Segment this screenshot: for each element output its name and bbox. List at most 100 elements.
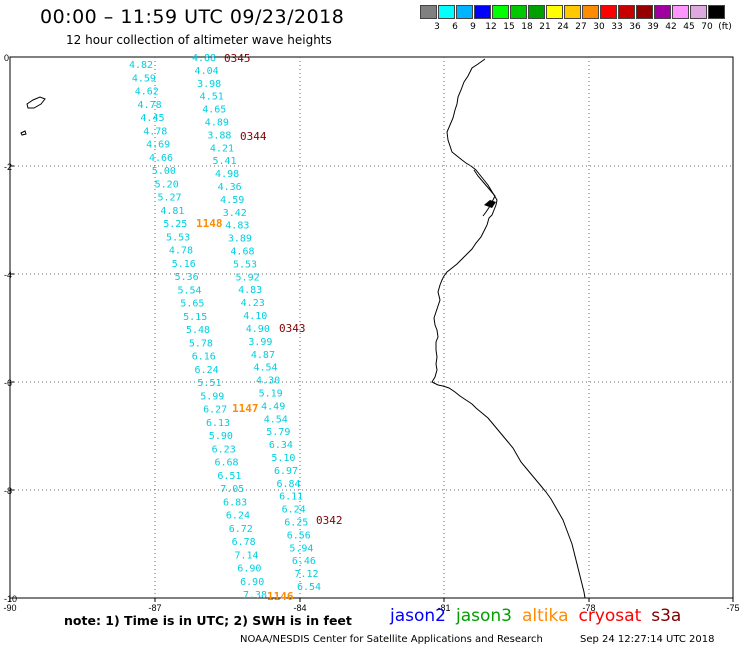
- pass-time-label: 0344: [240, 130, 267, 143]
- wave-height-label: 5.54: [177, 285, 201, 296]
- wave-height-label: 6.27: [203, 405, 227, 416]
- wave-height-label: 4.83: [238, 285, 262, 296]
- wave-height-label: 4.88: [192, 53, 216, 64]
- legend-label: 27: [575, 22, 587, 32]
- gulf-coastline: [473, 169, 496, 217]
- wave-height-label: 5.19: [259, 388, 283, 399]
- wave-height-label: 4.21: [210, 143, 234, 154]
- wave-height-label: 4.98: [215, 169, 239, 180]
- wave-height-label: 5.27: [158, 193, 182, 204]
- pass-time-label: 1147: [232, 402, 259, 415]
- legend-swatch: [492, 5, 509, 19]
- wave-height-label: 4.78: [138, 100, 162, 111]
- wave-height-label: 6.84: [277, 479, 301, 490]
- grid-lines: [10, 57, 733, 598]
- island: [484, 200, 496, 208]
- legend-swatch: [708, 5, 725, 19]
- wave-height-label: 6.34: [269, 440, 293, 451]
- y-tick-label: -10: [4, 594, 17, 604]
- wave-height-label: 5.53: [166, 232, 190, 243]
- credit-line: NOAA/NESDIS Center for Satellite Applica…: [240, 634, 543, 645]
- y-tick-label: -8: [4, 486, 12, 496]
- wave-height-label: 4.51: [200, 92, 224, 103]
- wave-height-label: 4.66: [149, 153, 173, 164]
- legend-label: 15: [503, 22, 515, 32]
- legend-label: 42: [665, 22, 677, 32]
- satellite-name-jason3: jason3: [456, 606, 512, 626]
- wave-height-label: 5.36: [175, 272, 199, 283]
- pass-time-label: 1146: [267, 590, 294, 603]
- satellite-name-s3a: s3a: [651, 606, 682, 626]
- wave-height-label: 5.10: [271, 453, 295, 464]
- altimeter-tracks: 4.82 4.59 4.62 4.78 4.45 4.78 4.69 4.66 5.00 5.20…: [129, 53, 321, 601]
- legend-label: 9: [470, 22, 476, 32]
- legend-label: 12: [485, 22, 497, 32]
- legend-swatch: [438, 5, 455, 19]
- legend-swatch: [546, 5, 563, 19]
- legend-label: 18: [521, 22, 533, 32]
- wave-height-label: 4.10: [243, 311, 267, 322]
- wave-height-label: 3.99: [248, 337, 272, 348]
- wave-height-label: 7.14: [234, 550, 258, 561]
- wave-height-label: 7.38: [243, 590, 267, 601]
- wave-height-label: 5.00: [152, 166, 176, 177]
- wave-height-label: 4.30: [256, 376, 280, 387]
- wave-height-label: 5.51: [197, 378, 221, 389]
- wave-height-label: 4.78: [169, 246, 193, 257]
- legend-label: 70: [701, 22, 713, 32]
- legend-label: 30: [593, 22, 605, 32]
- legend-swatch: [690, 5, 707, 19]
- wave-height-label: 6.54: [297, 582, 321, 593]
- wave-height-label: 4.59: [132, 73, 156, 84]
- coastline-path: [431, 58, 586, 599]
- legend-label: 36: [629, 22, 641, 32]
- wave-height-label: 5.65: [180, 299, 204, 310]
- wave-height-label: 6.97: [274, 466, 298, 477]
- map-subtitle: 12 hour collection of altimeter wave hei…: [66, 33, 332, 47]
- legend-label: 24: [557, 22, 569, 32]
- wave-height-label: 6.90: [240, 577, 264, 588]
- legend-label: 45: [683, 22, 695, 32]
- y-tick-label: -4: [4, 270, 12, 280]
- wave-height-label: 5.99: [200, 391, 224, 402]
- island: [26, 96, 46, 109]
- wave-height-label: 4.69: [146, 140, 170, 151]
- wave-height-label: 4.36: [218, 182, 242, 193]
- pass-time-label: 0342: [316, 514, 343, 527]
- wave-height-label: 5.48: [186, 325, 210, 336]
- x-tick-label: -78: [582, 603, 595, 613]
- wave-height-label: 3.89: [228, 234, 252, 245]
- legend-label: 21: [539, 22, 551, 32]
- satellite-name-jason2: jason2: [390, 606, 446, 626]
- legend-label: 39: [647, 22, 659, 32]
- wave-height-label: 4.68: [230, 247, 254, 258]
- wave-height-label: 4.23: [241, 298, 265, 309]
- legend-swatch: [510, 5, 527, 19]
- y-tick-label: -2: [4, 162, 12, 172]
- wave-height-label: 7.05: [220, 484, 244, 495]
- wave-height-label: 6.46: [292, 556, 316, 567]
- wave-height-label: 6.11: [279, 492, 303, 503]
- wave-height-label: 4.81: [160, 206, 184, 217]
- legend-swatch: [636, 5, 653, 19]
- wave-height-label: 4.89: [205, 118, 229, 129]
- legend-label: 3: [434, 22, 440, 32]
- wave-height-label: 3.98: [197, 79, 221, 90]
- wave-height-label: 6.16: [192, 352, 216, 363]
- wave-height-label: 7.12: [294, 569, 318, 580]
- legend-swatch: [654, 5, 671, 19]
- wave-height-label: 5.25: [163, 219, 187, 230]
- wave-height-label: 6.68: [215, 458, 239, 469]
- y-tick-label: 0: [4, 53, 9, 63]
- wave-height-label: 4.82: [129, 60, 153, 71]
- wave-height-label: 5.78: [189, 338, 213, 349]
- wave-height-label: 4.04: [195, 66, 219, 77]
- wave-height-label: 6.51: [217, 471, 241, 482]
- axis-ticks: -90 -87 -84 -81 -78 -75 0 -2 -4 -6 -8 -10: [3, 53, 739, 613]
- pass-time-labels: 0345 0344 1148 0343 1147 0342 1146: [196, 52, 343, 603]
- wave-height-label: 4.83: [225, 221, 249, 232]
- legend-swatch: [582, 5, 599, 19]
- wave-height-label: 6.72: [229, 524, 253, 535]
- wave-height-label: 6.23: [212, 444, 236, 455]
